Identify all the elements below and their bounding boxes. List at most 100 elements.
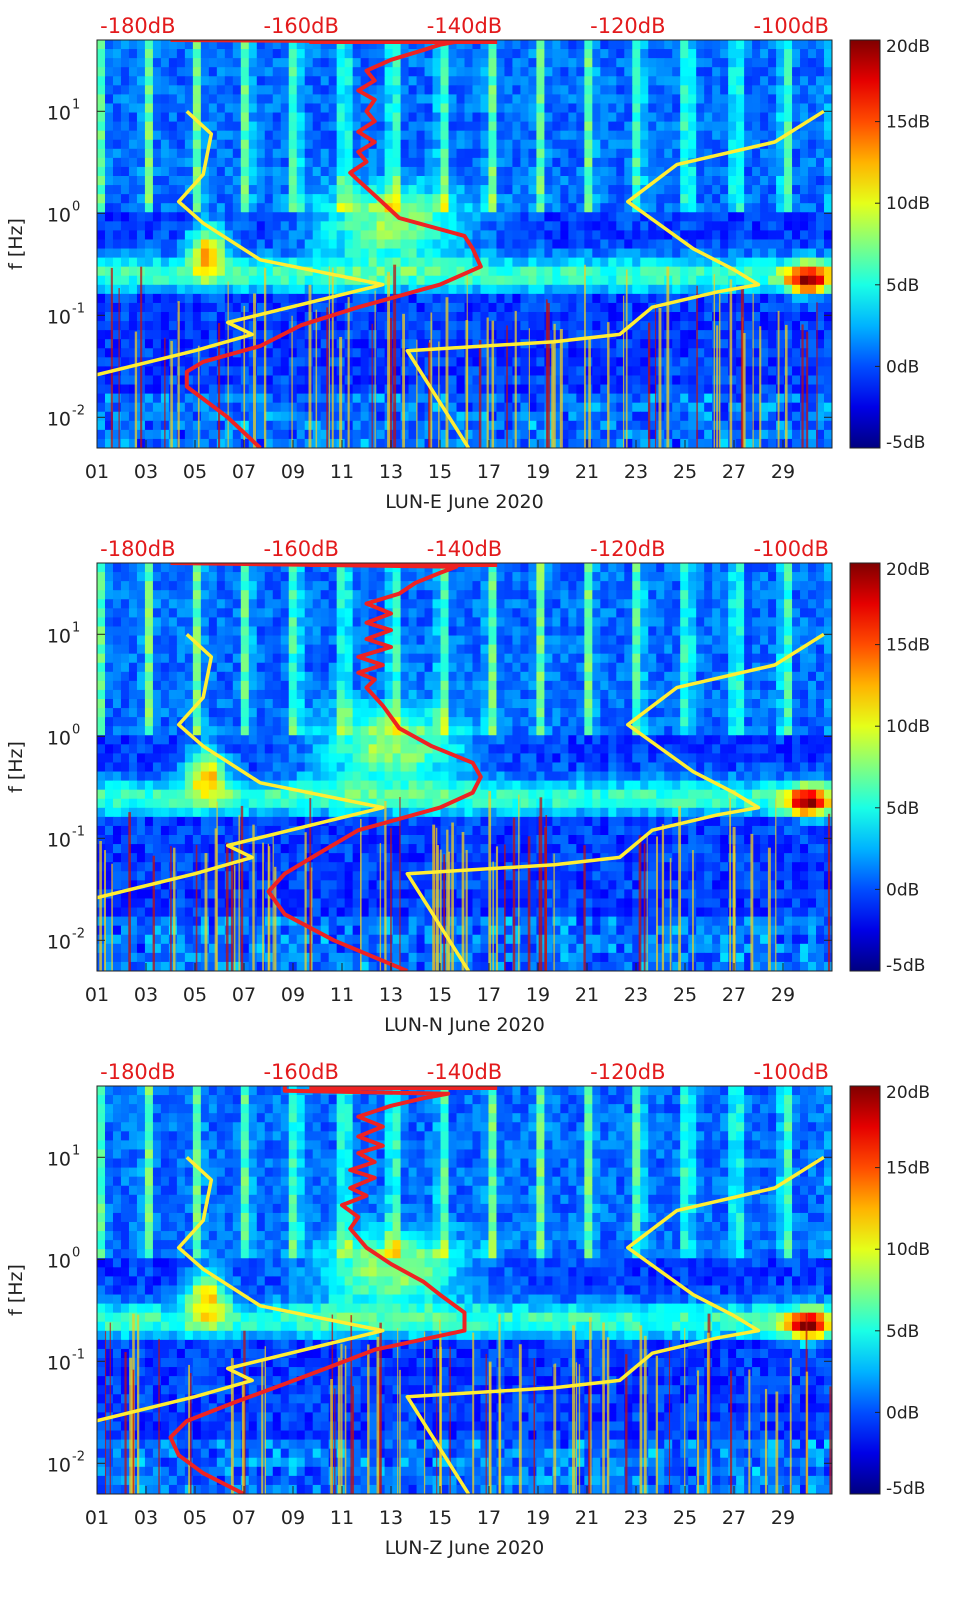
y-axis-label: f [Hz]	[5, 218, 27, 270]
x-tick-label: 17	[477, 461, 501, 483]
x-tick-label: 17	[477, 1507, 501, 1529]
colorbar-gradient	[850, 563, 880, 971]
x-tick-label: 21	[575, 461, 599, 483]
colorbar-tick-label: 15dB	[886, 113, 930, 133]
x-tick-label: 13	[379, 984, 403, 1006]
y-tick-exponent: -1	[72, 824, 85, 839]
spectrogram	[97, 1086, 833, 1495]
colorbar-tick-label: 20dB	[886, 37, 930, 57]
x-tick-label: 07	[232, 984, 256, 1006]
figure: 10110010-110 -2f [Hz]01 03 05 07 09 11 13 15 17 19…	[0, 0, 962, 1599]
x-tick-label: 23	[624, 984, 648, 1006]
x-tick-label: 11	[330, 461, 354, 483]
y-tick-label: 10	[47, 931, 71, 953]
colorbar: 20dB 15dB 10dB 5dB 0dB -5dB	[850, 37, 930, 453]
x-tick-label: 15	[428, 461, 452, 483]
colorbar-gradient	[850, 1086, 880, 1494]
x-tick-label: 29	[771, 461, 795, 483]
colorbar-tick-label: 10dB	[886, 1240, 930, 1260]
y-tick-exponent: -2	[72, 926, 85, 941]
y-tick-label: 10	[47, 625, 71, 647]
top-db-label: -120dB	[590, 14, 665, 38]
spectrogram	[97, 563, 833, 972]
x-tick-label: 09	[281, 461, 305, 483]
colorbar-tick-label: 10dB	[886, 717, 930, 737]
top-db-label: -100dB	[753, 14, 828, 38]
x-tick-label: 07	[232, 1507, 256, 1529]
x-tick-label: 05	[183, 984, 207, 1006]
colorbar-tick-label: 10dB	[886, 194, 930, 214]
x-tick-label: 21	[575, 984, 599, 1006]
x-tick-label: 03	[134, 1507, 158, 1529]
top-db-label: -140dB	[427, 14, 502, 38]
x-axis-label: LUN-Z June 2020	[385, 1537, 544, 1559]
y-tick-exponent: -2	[72, 1449, 85, 1464]
x-tick-label: 13	[379, 1507, 403, 1529]
y-axis-label: f [Hz]	[5, 1264, 27, 1316]
top-db-label: -120dB	[590, 537, 665, 561]
x-tick-label: 07	[232, 461, 256, 483]
x-tick-label: 13	[379, 461, 403, 483]
colorbar-tick-label: 0dB	[886, 880, 919, 900]
colorbar-tick-label: 0dB	[886, 1403, 919, 1423]
y-tick-exponent: 1	[72, 97, 80, 112]
x-tick-label: 19	[526, 984, 550, 1006]
y-tick-exponent: 1	[72, 620, 80, 635]
colorbar-tick-label: 20dB	[886, 560, 930, 580]
x-tick-label: 05	[183, 461, 207, 483]
x-tick-label: 09	[281, 1507, 305, 1529]
colorbar-tick-label: 5dB	[886, 276, 919, 296]
colorbar: 20dB 15dB 10dB 5dB 0dB -5dB	[850, 560, 930, 976]
x-tick-label: 05	[183, 1507, 207, 1529]
colorbar-tick-label: 0dB	[886, 357, 919, 377]
x-tick-label: 19	[526, 1507, 550, 1529]
y-tick-label: 10	[47, 1352, 71, 1374]
x-tick-label: 03	[134, 984, 158, 1006]
y-tick-exponent: 1	[72, 1143, 80, 1158]
y-axis-label: f [Hz]	[5, 741, 27, 793]
colorbar-tick-label: -5dB	[886, 956, 925, 976]
x-tick-label: 19	[526, 461, 550, 483]
y-tick-exponent: 0	[72, 1245, 80, 1260]
y-tick-label: 10	[47, 1454, 71, 1476]
x-tick-label: 11	[330, 1507, 354, 1529]
x-tick-label: 25	[673, 984, 697, 1006]
x-tick-label: 03	[134, 461, 158, 483]
colorbar-tick-label: 15dB	[886, 636, 930, 656]
y-tick-exponent: -1	[72, 301, 85, 316]
y-tick-exponent: 0	[72, 722, 80, 737]
y-tick-exponent: -2	[72, 403, 85, 418]
colorbar-tick-label: -5dB	[886, 1479, 925, 1499]
y-tick-exponent: -1	[72, 1347, 85, 1362]
y-tick-label: 10	[47, 306, 71, 328]
x-tick-label: 01	[85, 461, 109, 483]
y-tick-label: 10	[47, 102, 71, 124]
top-db-label: -100dB	[753, 537, 828, 561]
panel-lun-n: 10110010-110 -2f [Hz]01 03 05 07 09 11 13 15 17 19…	[5, 537, 930, 1036]
top-db-label: -120dB	[590, 1060, 665, 1084]
x-tick-label: 15	[428, 984, 452, 1006]
x-tick-label: 15	[428, 1507, 452, 1529]
top-db-label: -180dB	[100, 1060, 175, 1084]
x-tick-label: 01	[85, 1507, 109, 1529]
x-axis-label: LUN-E June 2020	[385, 491, 543, 513]
y-tick-label: 10	[47, 1148, 71, 1170]
colorbar-tick-label: -5dB	[886, 433, 925, 453]
x-tick-label: 27	[722, 1507, 746, 1529]
x-tick-label: 27	[722, 984, 746, 1006]
colorbar-tick-label: 5dB	[886, 799, 919, 819]
top-db-label: -160dB	[263, 14, 338, 38]
x-tick-label: 01	[85, 984, 109, 1006]
y-tick-exponent: 0	[72, 199, 80, 214]
x-tick-label: 23	[624, 1507, 648, 1529]
x-tick-label: 29	[771, 1507, 795, 1529]
x-axis-label: LUN-N June 2020	[384, 1014, 545, 1036]
colorbar-tick-label: 20dB	[886, 1083, 930, 1103]
x-tick-label: 29	[771, 984, 795, 1006]
y-tick-label: 10	[47, 408, 71, 430]
x-tick-label: 17	[477, 984, 501, 1006]
colorbar: 20dB 15dB 10dB 5dB 0dB -5dB	[850, 1083, 930, 1499]
x-tick-label: 25	[673, 1507, 697, 1529]
x-tick-label: 11	[330, 984, 354, 1006]
